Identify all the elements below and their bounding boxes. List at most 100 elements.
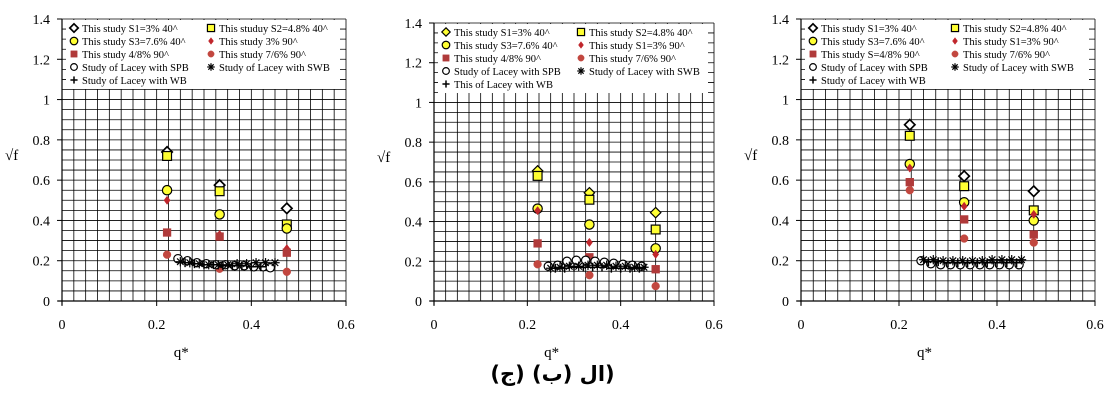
x-tick-label: 0.2 <box>890 318 908 333</box>
chart-c: 0 0.2 0.4 0.6 0.8 1 1.2 1.4 0 0.2 0.4 0.6 q* √f This s… <box>744 13 1104 361</box>
x-tick-label: 0.4 <box>243 318 261 333</box>
legend-label: Study of Lacey with SPB <box>82 63 189 74</box>
y-tick-label: 1.4 <box>33 13 51 28</box>
data-point <box>1012 258 1022 268</box>
data-point <box>997 255 1007 265</box>
data-point <box>1027 184 1041 198</box>
data-point <box>906 163 914 173</box>
legend-label: This study S1=3% 40^ <box>82 24 178 35</box>
x-axis-label: q* <box>544 345 559 361</box>
y-axis-label: √f <box>5 148 18 164</box>
data-point <box>163 195 171 205</box>
data-point <box>180 258 190 268</box>
data-point <box>903 118 917 132</box>
legend: This study S1=3% 40^ This studuy S2=4.8% … <box>66 20 340 89</box>
y-tick-label: 0.2 <box>405 255 423 270</box>
legend-marker <box>578 41 584 49</box>
data-point <box>260 258 271 268</box>
y-axis-label: √f <box>377 150 390 166</box>
data-point <box>1029 230 1038 239</box>
data-point <box>162 150 173 161</box>
legend-label: Study of Lacey with SPB <box>821 63 928 74</box>
data-point <box>652 249 660 259</box>
legend-marker <box>808 36 818 46</box>
y-tick-label: 1 <box>782 94 789 109</box>
legend-label: This study S2=4.8% 40^ <box>589 28 693 39</box>
legend-marker <box>68 22 80 34</box>
data-point <box>560 263 570 273</box>
y-tick-label: 0.8 <box>772 134 790 149</box>
data-point <box>270 258 280 268</box>
legend-label: This study S2=4.8% 40^ <box>963 24 1067 35</box>
data-points <box>531 164 662 291</box>
legend-marker <box>952 37 958 45</box>
y-tick-label: 1 <box>43 94 50 109</box>
data-point <box>629 262 640 272</box>
legend-marker <box>951 63 959 71</box>
y-tick-label: 1 <box>415 96 422 111</box>
legend-label: Study of Lacey with SWB <box>219 63 330 74</box>
data-point <box>923 257 933 267</box>
y-tick-label: 0.2 <box>772 255 790 270</box>
data-point <box>161 184 173 196</box>
data-point <box>982 258 992 268</box>
legend-label: This study 4/8% 90^ <box>82 50 169 61</box>
data-point <box>904 130 915 141</box>
legend-marker <box>207 50 215 58</box>
data-point <box>1029 238 1038 247</box>
data-point <box>943 258 953 268</box>
data-point <box>573 261 584 271</box>
legend-marker <box>576 27 586 37</box>
legend-label: Study of Lacey with SWB <box>963 63 1074 74</box>
y-tick-label: 0.8 <box>405 136 423 151</box>
legend-label: This study 7/6% 90^ <box>589 54 676 65</box>
legend-marker <box>207 63 215 71</box>
legend-label: Study of Lacey with WB <box>82 76 187 87</box>
data-point <box>958 256 968 266</box>
data-point <box>616 263 626 273</box>
chart-b: 0 0.2 0.4 0.6 0.8 1 1.2 1.4 0 0.2 0.4 0.6 q* √f This s… <box>377 17 723 361</box>
x-tick-label: 0.4 <box>988 318 1006 333</box>
data-point <box>1030 209 1038 219</box>
legend-marker <box>206 23 216 33</box>
legend-label: This study S=4/8% 90^ <box>821 50 920 61</box>
legend-box <box>438 24 708 93</box>
data-point <box>1016 255 1027 265</box>
data-points <box>903 118 1041 270</box>
y-tick-label: 0.6 <box>772 174 790 189</box>
y-tick-label: 0.6 <box>405 176 423 191</box>
data-point <box>585 271 594 280</box>
legend-marker <box>70 63 78 71</box>
legend-box <box>66 20 340 89</box>
data-point <box>585 237 593 247</box>
data-point <box>232 259 242 269</box>
data-point <box>282 267 291 276</box>
data-point <box>918 255 929 265</box>
legend-marker <box>441 40 451 50</box>
y-tick-label: 1.4 <box>405 17 423 32</box>
data-point <box>1007 255 1017 265</box>
data-points <box>160 145 294 276</box>
legend-label: Study of Lacey with SPB <box>454 67 561 78</box>
x-axis-label: q* <box>174 345 189 361</box>
data-point <box>992 258 1002 268</box>
data-point <box>651 281 660 291</box>
data-point <box>953 258 963 268</box>
legend-marker <box>208 37 214 45</box>
legend-marker <box>807 22 819 34</box>
data-point <box>281 223 293 234</box>
figure-caption: (ال (ب) (ج) <box>490 362 615 386</box>
y-axis-label: √f <box>744 148 757 164</box>
data-point <box>569 262 579 272</box>
legend-label: This of Lacey with WB <box>454 80 553 91</box>
data-point <box>578 262 588 272</box>
data-point <box>977 256 987 266</box>
legend: This study S1=3% 40^ This study S2=4.8% 4… <box>805 20 1089 89</box>
data-point <box>1002 258 1012 268</box>
data-point <box>905 186 914 195</box>
legend-label: This study S1=3% 90^ <box>589 41 685 52</box>
data-point <box>237 261 247 271</box>
chart-a: 0 0.2 0.4 0.6 0.8 1 1.2 1.4 0 0.2 0.4 0.6 q* √f This s… <box>5 13 355 361</box>
y-tick-label: 0 <box>782 295 789 310</box>
